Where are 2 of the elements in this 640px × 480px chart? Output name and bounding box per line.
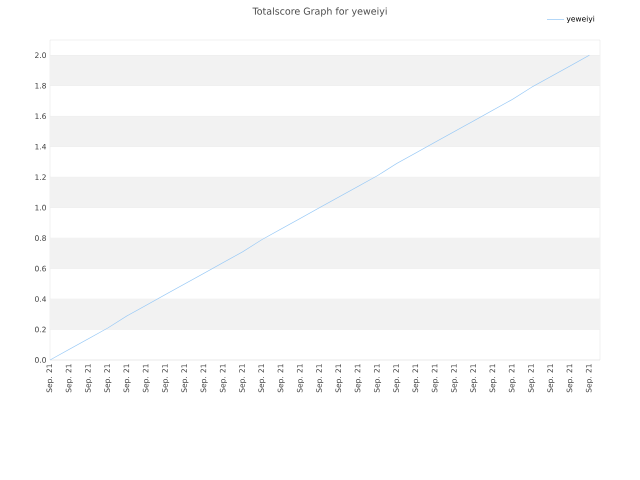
line-series (50, 54, 590, 360)
chart-title: Totalscore Graph for yeweiyi (252, 7, 387, 17)
